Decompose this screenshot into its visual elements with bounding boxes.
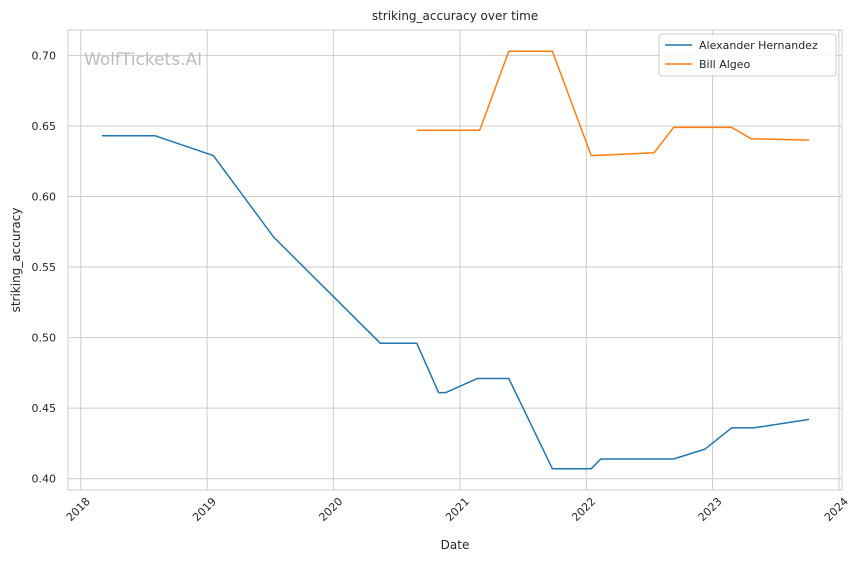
y-tick-label: 0.60 <box>32 191 57 204</box>
grid <box>68 30 842 490</box>
series-lines <box>101 50 810 470</box>
x-tick-label: 2018 <box>64 495 93 524</box>
series-line-bill-algeo <box>416 50 810 157</box>
y-tick-label: 0.70 <box>32 49 57 62</box>
y-tick-label: 0.55 <box>32 261 57 274</box>
series-line-alexander-hernandez <box>101 135 810 470</box>
x-tick-label: 2020 <box>316 495 345 524</box>
y-tick-label: 0.45 <box>32 402 57 415</box>
y-tick-label: 0.40 <box>32 473 57 486</box>
legend: Alexander Hernandez Bill Algeo <box>658 33 837 77</box>
y-tick-label: 0.65 <box>32 120 57 133</box>
x-axis-label: Date <box>441 538 470 552</box>
plot-area-frame <box>67 29 843 491</box>
x-tick-label: 2022 <box>569 495 598 524</box>
y-tick-label: 0.50 <box>32 332 57 345</box>
chart-title: striking_accuracy over time <box>372 9 538 23</box>
x-tick-label: 2024 <box>822 495 851 524</box>
legend-label-bill-algeo: Bill Algeo <box>699 58 751 71</box>
x-tick-label: 2019 <box>190 495 219 524</box>
y-axis-label: striking_accuracy <box>9 208 23 313</box>
legend-box <box>658 33 837 77</box>
watermark: WolfTickets.AI <box>84 50 202 70</box>
legend-label-alexander-hernandez: Alexander Hernandez <box>699 39 818 52</box>
x-tick-label: 2021 <box>443 495 472 524</box>
tick-labels: 2018 2019 2020 2021 2022 2023 2024 0.40 0.45 0.50… <box>32 49 851 524</box>
x-tick-label: 2023 <box>696 495 725 524</box>
